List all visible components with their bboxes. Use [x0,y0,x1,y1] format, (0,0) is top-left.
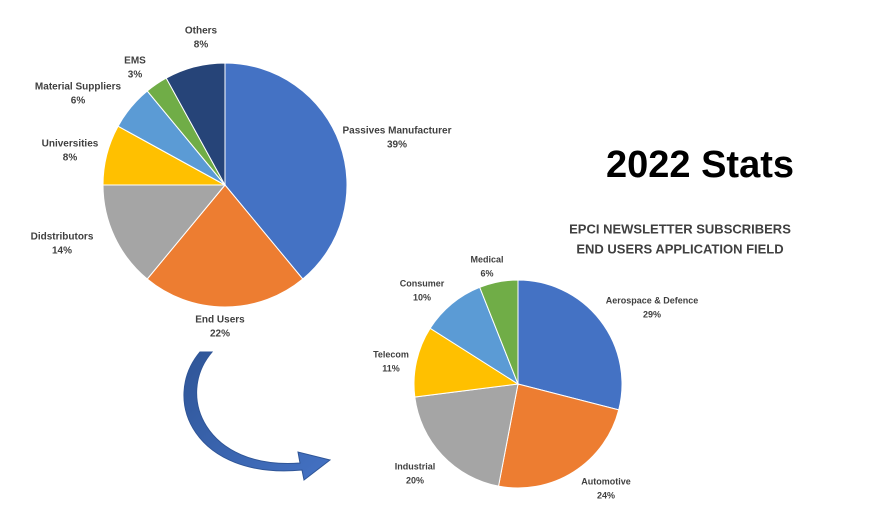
slice-label: End Users [195,315,245,326]
pie-slice [497,383,620,489]
slice-label: EMS [124,56,146,67]
slice-label: Didstributors [31,232,94,243]
pie-slice [517,279,623,411]
slice-label: Automotive [581,476,631,486]
chart-subtitle: END USERS APPLICATION FIELD [576,241,783,256]
slice-label: Passives Manufacturer [343,126,452,137]
chart-title: EPCI NEWSLETTER SUBSCRIBERS [569,221,791,236]
pie-slice [146,184,304,308]
value-label: 24% [597,490,615,500]
value-label: 3% [128,70,143,81]
value-label: 8% [63,153,78,164]
value-label: 22% [210,329,230,340]
pie-slice [414,383,519,487]
value-label: 6% [71,96,86,107]
value-label: 29% [643,309,661,319]
value-label: 39% [387,140,407,151]
pie-slice [413,327,520,398]
arrow [183,351,332,481]
slice-label: Telecom [373,349,409,359]
slice-label: Universities [42,139,99,150]
value-label: 6% [480,268,493,278]
pie-slice [165,62,226,186]
slice-label: Others [185,26,218,37]
pie-slice [479,279,519,385]
slice-label: Consumer [400,278,445,288]
page-title: 2022 Stats [606,144,794,186]
slice-label: Aerospace & Defence [606,295,699,305]
slice-label: Medical [470,254,503,264]
pie-slice [102,184,227,280]
slice-label: Material Suppliers [35,82,122,93]
value-label: 14% [52,246,72,257]
value-label: 8% [194,40,209,51]
value-label: 10% [413,292,431,302]
value-label: 20% [406,475,424,485]
slice-label: Industrial [395,461,436,471]
pie-slice [224,62,348,280]
value-label: 11% [382,363,400,373]
